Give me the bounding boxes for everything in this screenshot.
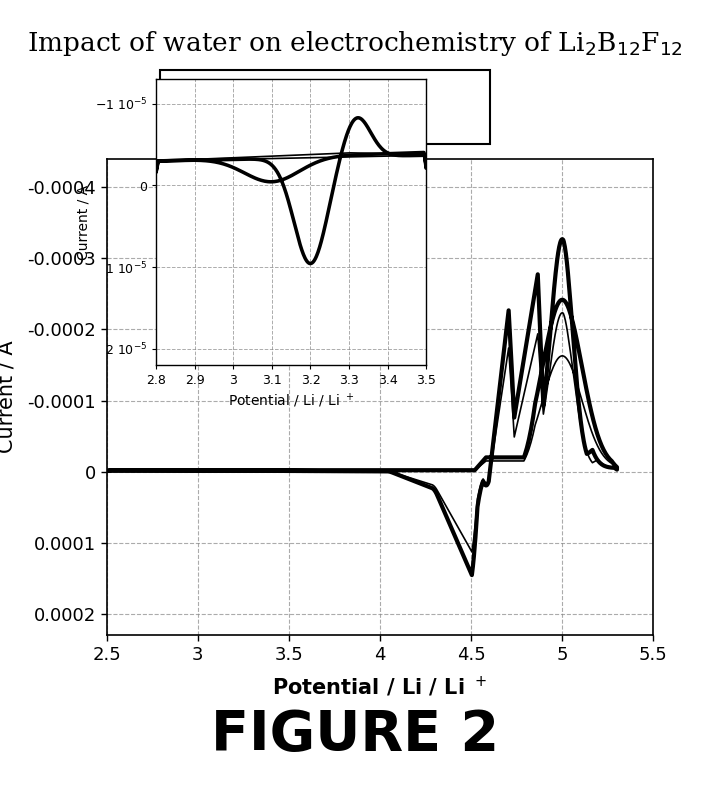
X-axis label: Potential / Li / Li $^+$: Potential / Li / Li $^+$ (273, 675, 487, 699)
Text: 100-200 pm water: 100-200 pm water (228, 118, 394, 135)
Text: Impact of water on electrochemistry of Li$_2$B$_{12}$F$_{12}$: Impact of water on electrochemistry of L… (27, 29, 683, 58)
Y-axis label: Current / A: Current / A (77, 185, 90, 260)
Text: FIGURE 2: FIGURE 2 (211, 707, 499, 761)
X-axis label: Potential / Li / Li $^+$: Potential / Li / Li $^+$ (228, 391, 354, 410)
Y-axis label: Current / A: Current / A (0, 341, 16, 453)
Text: < 20 ppm water: < 20 ppm water (228, 81, 375, 98)
